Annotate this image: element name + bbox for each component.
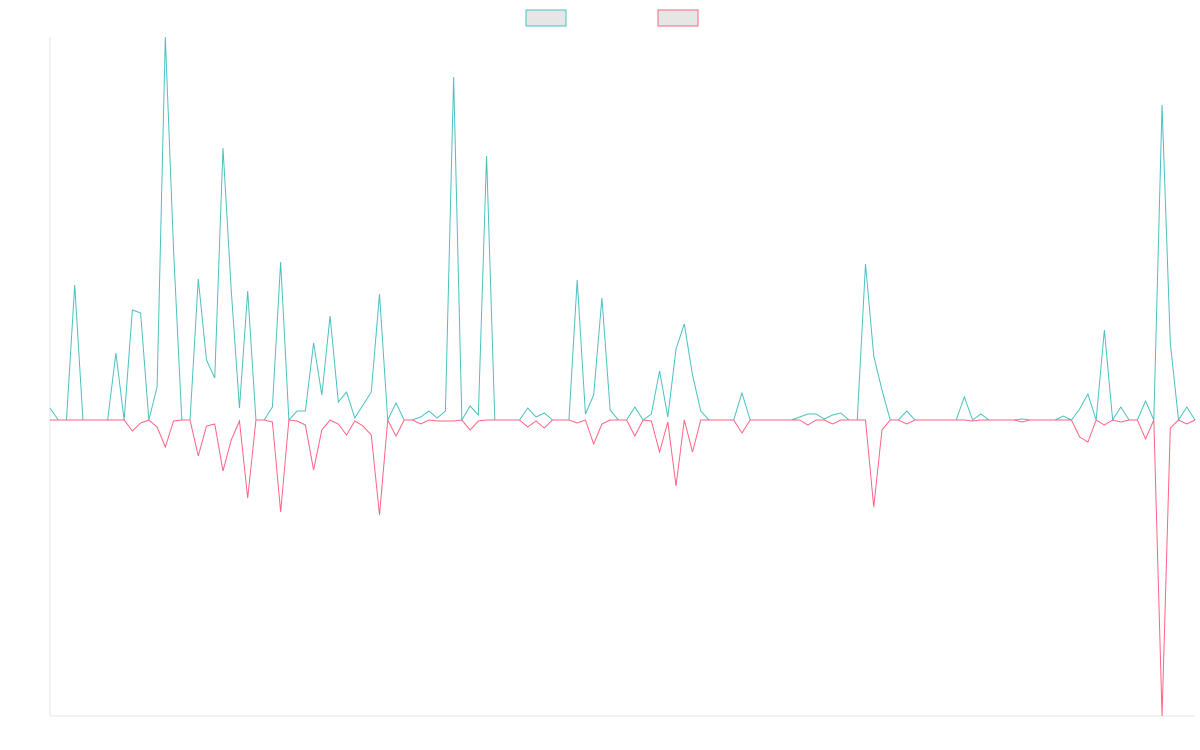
series-line [49, 36, 1196, 422]
series-line [50, 418, 1196, 717]
legend-swatch [525, 9, 567, 27]
legend-swatch [657, 9, 699, 27]
